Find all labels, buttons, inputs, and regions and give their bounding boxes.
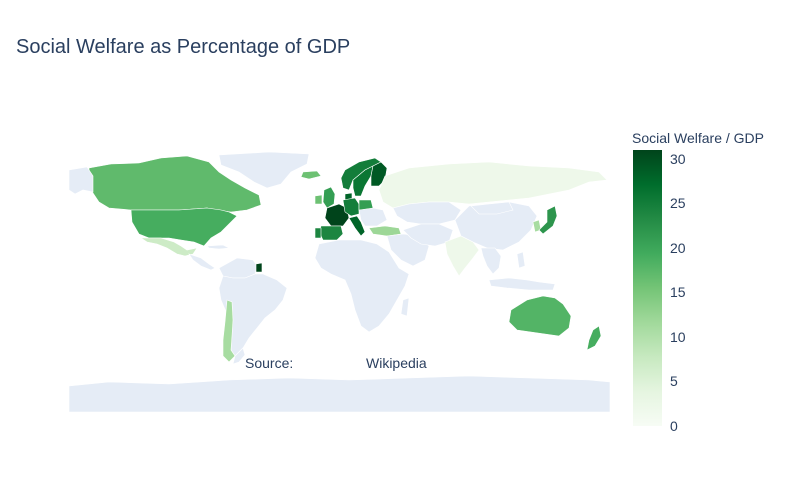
colorbar-tick-label: 25: [670, 195, 686, 212]
colorbar-title: Social Welfare / GDP: [632, 130, 765, 146]
region-indonesia[interactable]: [488, 277, 556, 291]
colorbar-tick-label: 15: [670, 284, 686, 301]
map[interactable]: [69, 150, 610, 412]
source-value: Wikipedia: [366, 355, 427, 371]
region-germany[interactable]: [342, 197, 360, 217]
colorbar-tick-label: 0: [670, 418, 678, 434]
region-eastern-europe[interactable]: [358, 207, 388, 227]
region-mexico[interactable]: [140, 237, 198, 257]
region-india[interactable]: [444, 235, 480, 277]
region-canada[interactable]: [88, 155, 262, 213]
source-annotation: Source: Wikipedia: [245, 355, 427, 371]
colorbar-tick-label: 30: [670, 150, 686, 167]
region-new-zealand[interactable]: [586, 325, 602, 351]
region-ireland[interactable]: [314, 194, 323, 205]
region-australia[interactable]: [508, 295, 572, 337]
region-greenland[interactable]: [218, 151, 310, 189]
colorbar-tick-label: 20: [670, 239, 686, 256]
region-central-america[interactable]: [188, 253, 216, 271]
region-iceland[interactable]: [300, 170, 322, 180]
region-spain[interactable]: [318, 225, 344, 241]
region-africa[interactable]: [314, 239, 410, 333]
region-argentina-south[interactable]: [232, 347, 246, 365]
colorbar-tick-label: 10: [670, 328, 686, 345]
region-italy[interactable]: [348, 215, 366, 237]
colorbar: [633, 150, 662, 426]
region-antarctica[interactable]: [69, 375, 610, 412]
region-philippines[interactable]: [516, 251, 526, 269]
region-japan[interactable]: [538, 205, 558, 235]
region-french-guiana[interactable]: [255, 262, 263, 273]
colorbar-tick-label: 5: [670, 373, 678, 390]
region-united-kingdom[interactable]: [322, 186, 336, 209]
map-svg[interactable]: [69, 150, 610, 412]
colorbar-ticks: 0 5 10 15 20 25 30: [670, 0, 730, 480]
region-southeast-asia[interactable]: [480, 247, 502, 275]
region-caribbean[interactable]: [206, 244, 231, 250]
region-france[interactable]: [324, 203, 350, 227]
chart-title: Social Welfare as Percentage of GDP: [16, 36, 351, 58]
region-mongolia[interactable]: [470, 201, 514, 215]
region-alaska[interactable]: [69, 166, 94, 195]
region-portugal[interactable]: [314, 227, 322, 239]
region-madagascar[interactable]: [400, 297, 410, 317]
region-sweden[interactable]: [352, 165, 374, 197]
source-label: Source:: [245, 355, 294, 371]
